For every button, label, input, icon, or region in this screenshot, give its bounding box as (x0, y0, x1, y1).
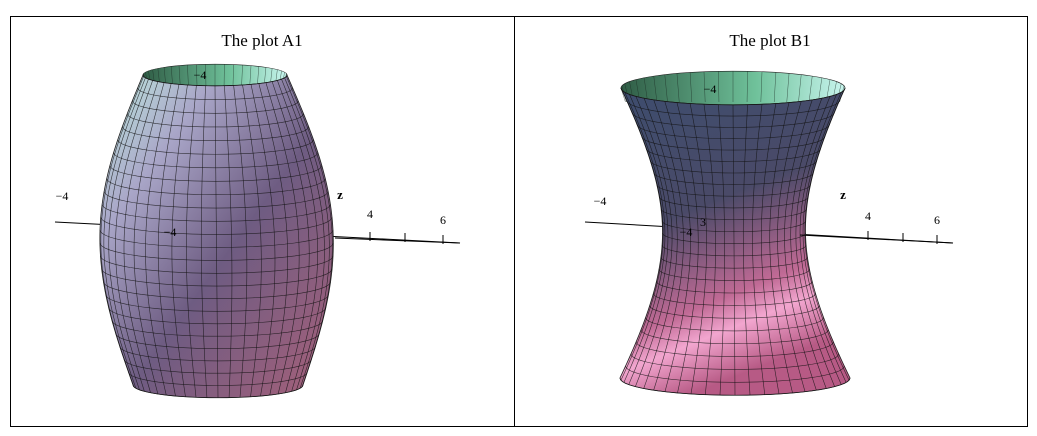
grid-line (171, 84, 188, 397)
grid-line (802, 92, 847, 383)
axis-label: 3 (700, 215, 706, 229)
grid-line (623, 92, 666, 383)
grid-line (242, 84, 262, 397)
panel-title: The plot A1 (221, 31, 302, 50)
grid-line (250, 84, 276, 397)
grid-line (790, 98, 827, 389)
axis-label: z (840, 187, 846, 202)
grid-line (689, 103, 707, 394)
axis-label: 6 (440, 213, 446, 227)
grid-line (271, 81, 310, 393)
grid-line (676, 102, 699, 394)
grid-line (643, 77, 648, 103)
grid-line (676, 73, 680, 103)
grid-line (703, 104, 716, 395)
grid-line (277, 80, 319, 392)
grid-line (718, 71, 720, 103)
grid-line (653, 76, 658, 103)
grid-line (760, 71, 763, 103)
grid-line (798, 74, 802, 103)
grid-line (123, 81, 159, 393)
grid-line (808, 76, 813, 103)
grid-line (200, 85, 208, 398)
axis-label: −4 (164, 225, 177, 239)
grid-line (795, 96, 835, 387)
grid-line (103, 77, 146, 389)
panel-title: The plot B1 (729, 31, 810, 50)
axis-label: 4 (367, 207, 373, 221)
grid-line (818, 77, 823, 103)
grid-line (664, 74, 668, 103)
grid-line (157, 84, 180, 397)
grid-line (186, 85, 197, 398)
axis-label: 4 (865, 209, 871, 223)
axis-line (334, 237, 461, 244)
plot-b1: −4 z 4 6 −4 −4 3 (584, 70, 954, 396)
grid-line (664, 101, 691, 392)
grid-line (773, 72, 777, 103)
plot-a1: −4 z 4 6 −4 −4 (54, 63, 461, 399)
grid-line (196, 64, 198, 90)
grid-line (284, 77, 330, 389)
grid-line (732, 104, 736, 396)
grid-line (115, 80, 153, 392)
grid-line (746, 71, 748, 103)
axis-label: −4 (594, 194, 607, 208)
grid-line (784, 99, 817, 391)
grid-line (620, 90, 664, 381)
grid-line (742, 104, 751, 396)
grid-line (265, 82, 300, 395)
grid-line (643, 98, 678, 389)
axis-label: z (337, 187, 343, 202)
grid-line (786, 73, 790, 103)
grid-line (232, 64, 234, 90)
axis-label: −4 (680, 225, 693, 239)
grid-line (214, 85, 219, 398)
grid-line (108, 79, 149, 390)
grid-line (769, 102, 793, 394)
grid-line (233, 85, 248, 398)
axis-label: −4 (56, 189, 69, 203)
grid-line (761, 103, 780, 394)
grid-line (653, 99, 684, 391)
grid-line (804, 90, 850, 381)
grid-line (689, 72, 693, 103)
axis-label: −4 (194, 68, 207, 82)
grid-line (286, 76, 333, 387)
table-border (10, 16, 1028, 427)
grid-line (777, 101, 806, 392)
grid-line (703, 71, 706, 103)
grid-line (628, 94, 669, 385)
axis-label: −4 (704, 82, 717, 96)
grid-line (145, 83, 172, 396)
grid-line (281, 79, 325, 390)
grid-line (799, 94, 842, 385)
grid-line (258, 83, 288, 396)
grid-line (635, 96, 673, 387)
grid-line (133, 82, 165, 395)
grid-line (718, 104, 725, 396)
grid-line (752, 104, 766, 395)
axis-line (799, 234, 954, 244)
axis-label: 6 (934, 213, 940, 227)
grid-line (100, 76, 144, 387)
grid-line (224, 85, 233, 398)
